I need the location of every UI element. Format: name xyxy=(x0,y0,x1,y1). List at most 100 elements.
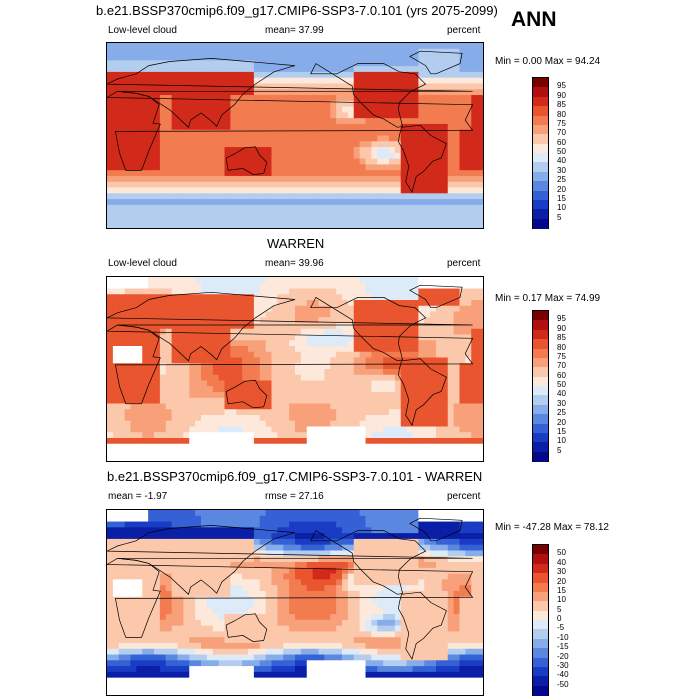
map-cell xyxy=(154,443,161,451)
map-cell xyxy=(224,288,231,295)
map-cell xyxy=(154,533,161,540)
map-cell xyxy=(212,380,220,387)
map-cell xyxy=(265,158,273,166)
map-cell xyxy=(389,544,396,552)
map-cell xyxy=(377,380,384,387)
map-cell xyxy=(107,443,114,451)
map-cell xyxy=(336,455,343,461)
map-cell xyxy=(159,334,167,341)
map-cell xyxy=(406,515,414,523)
map-cell xyxy=(212,118,220,125)
map-cell xyxy=(195,175,202,183)
map-cell xyxy=(248,363,255,370)
map-cell xyxy=(259,282,267,290)
map-cell xyxy=(177,282,184,290)
map-cell xyxy=(371,533,378,540)
map-cell xyxy=(465,43,472,50)
map-cell xyxy=(242,449,249,456)
map-cell xyxy=(118,83,126,90)
map-cell xyxy=(306,135,314,142)
map-cell xyxy=(418,118,425,125)
map-cell xyxy=(201,152,208,160)
map-cell xyxy=(165,556,173,563)
map-cell xyxy=(224,305,231,313)
map-cell xyxy=(453,181,461,189)
map-cell xyxy=(306,397,314,405)
map-cell xyxy=(347,135,355,142)
map-cell xyxy=(424,550,431,557)
map-cell xyxy=(171,199,179,206)
map-cell xyxy=(465,544,472,552)
map-cell xyxy=(342,426,349,433)
map-cell xyxy=(236,544,243,552)
map-cell xyxy=(107,510,114,517)
map-cell xyxy=(218,544,226,552)
map-cell xyxy=(447,455,455,461)
map-cell xyxy=(400,403,408,410)
map-cell xyxy=(447,129,455,137)
map-cell xyxy=(353,438,361,445)
map-cell xyxy=(377,123,384,131)
map-cell xyxy=(236,363,243,370)
map-cell xyxy=(353,369,361,376)
map-cell xyxy=(400,60,408,67)
map-cell xyxy=(189,129,196,137)
map-cell xyxy=(277,100,284,108)
map-cell xyxy=(218,277,226,284)
map-cell xyxy=(206,95,214,102)
map-cell xyxy=(412,123,419,131)
map-cell xyxy=(312,77,320,85)
map-cell xyxy=(177,438,184,445)
map-cell xyxy=(224,294,231,301)
map-cell xyxy=(377,521,384,528)
map-cell xyxy=(459,135,466,142)
map-cell xyxy=(271,71,278,79)
map-cell xyxy=(230,216,237,223)
map-cell xyxy=(142,567,149,575)
map-cell xyxy=(148,164,155,171)
map-cell xyxy=(201,175,208,183)
map-cell xyxy=(248,346,255,353)
map-cell xyxy=(142,83,149,90)
map-cell xyxy=(412,147,419,154)
colorbar-swatch xyxy=(533,329,548,340)
map-cell xyxy=(400,294,408,301)
map-cell xyxy=(277,141,284,148)
map-cell xyxy=(418,66,425,73)
map-cell xyxy=(336,351,343,359)
map-cell xyxy=(324,135,331,142)
map-cell xyxy=(265,438,273,445)
map-cell xyxy=(206,100,214,108)
map-cell xyxy=(277,357,284,364)
map-cell xyxy=(271,340,278,347)
map-cell xyxy=(159,544,167,552)
map-cell xyxy=(242,538,249,546)
map-cell xyxy=(465,71,472,79)
map-cell xyxy=(471,300,478,307)
map-cell xyxy=(353,550,361,557)
map-cell xyxy=(183,386,190,393)
map-cell xyxy=(148,351,155,359)
map-cell xyxy=(318,181,325,189)
map-cell xyxy=(353,77,361,85)
map-cell xyxy=(130,152,137,160)
map-cell xyxy=(336,438,343,445)
map-cell xyxy=(277,60,284,67)
map-cell xyxy=(159,562,167,569)
map-cell xyxy=(118,544,126,552)
map-cell xyxy=(112,71,120,79)
map-cell xyxy=(265,420,273,428)
map-cell xyxy=(400,409,408,416)
map-cell xyxy=(342,311,349,318)
colorbar-swatch xyxy=(533,376,548,387)
map-cell xyxy=(424,386,431,393)
map-cell xyxy=(324,43,331,50)
map-cell xyxy=(107,95,114,102)
map-cell xyxy=(118,210,126,218)
map-cell xyxy=(195,438,202,445)
map-cell xyxy=(471,455,478,461)
map-cell xyxy=(342,515,349,523)
map-cell xyxy=(212,550,220,557)
map-cell xyxy=(447,282,455,290)
map-cell xyxy=(371,415,378,422)
